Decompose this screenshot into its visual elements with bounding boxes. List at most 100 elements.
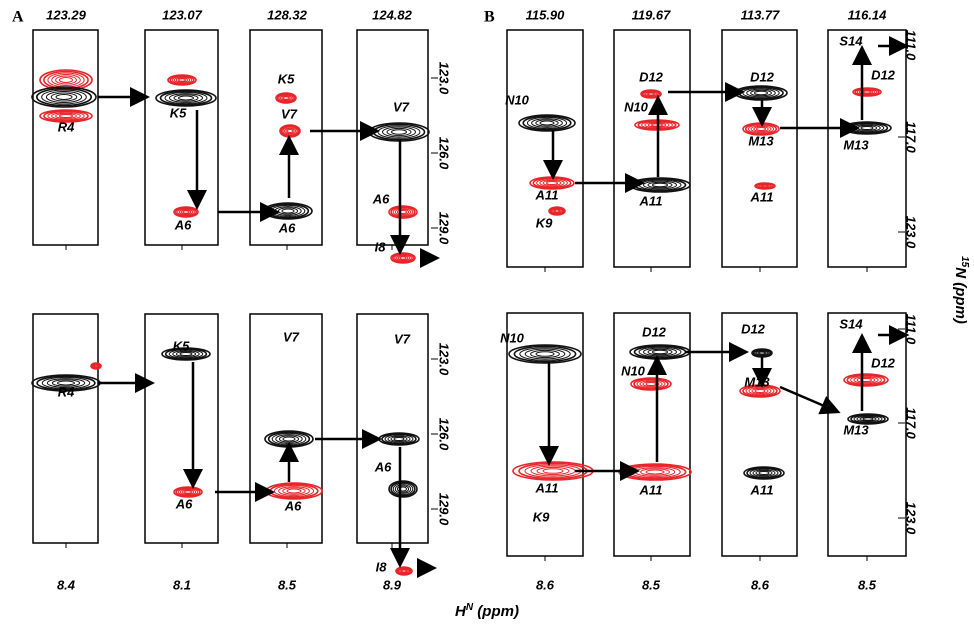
strip (614, 30, 690, 267)
peak-contour (759, 472, 769, 475)
peak-label: D12 (639, 69, 664, 84)
peak-label: S14 (839, 33, 863, 48)
peak-contour (48, 73, 84, 87)
x-tick-label: 8.4 (57, 577, 76, 592)
peak-label: D12 (750, 69, 775, 84)
peak-label: K5 (170, 105, 187, 120)
y-tick-label: 123.0 (437, 62, 452, 95)
peak-label: N10 (624, 99, 649, 114)
peak-label: N10 (621, 363, 646, 378)
peak-contour (520, 348, 570, 361)
peak-contour (763, 185, 768, 187)
panel-label: A (12, 9, 24, 26)
peak-contour (646, 383, 656, 386)
peak-contour (653, 350, 668, 354)
strip (357, 314, 428, 543)
y-axis-title: 15N (ppm) (952, 256, 970, 324)
peak-label: M13 (843, 137, 869, 152)
peak-label: K9 (536, 215, 553, 230)
strip-title: 113.77 (741, 7, 781, 22)
peak-label: V7 (393, 99, 410, 114)
peak-label: N10 (505, 92, 530, 107)
peak-label: I8 (376, 559, 388, 574)
strip-title: 124.82 (372, 7, 413, 22)
peak-label: K5 (173, 338, 190, 353)
x-axis-title: HN (ppm) (455, 602, 519, 620)
peak-label: A6 (278, 220, 296, 235)
peak-contour (525, 465, 581, 478)
peak-label: A11 (535, 187, 559, 202)
peak-contour (185, 491, 192, 494)
x-tick-label: 8.1 (173, 577, 191, 592)
peak-contour (543, 469, 563, 474)
peak-contour (392, 130, 407, 135)
peak-label: I8 (375, 239, 387, 254)
peak-label: A6 (374, 459, 392, 474)
y-tick-label: 126.0 (437, 137, 452, 170)
strip-title: 119.67 (632, 7, 672, 22)
peak-contour (536, 352, 554, 357)
y-tick-label: 111.0 (904, 30, 919, 61)
y-tick-label: 129.0 (437, 212, 452, 245)
peak-label: A11 (750, 189, 774, 204)
peak-label: A11 (639, 193, 663, 208)
y-tick-label: 123.0 (904, 502, 919, 535)
x-tick-label: 8.5 (642, 577, 661, 592)
strip-title: 123.29 (46, 7, 87, 22)
y-tick-label: 117.0 (904, 407, 919, 439)
peak-contour (394, 438, 404, 441)
y-tick-label: 123.0 (904, 216, 919, 249)
peak-contour (284, 97, 289, 100)
strip-title: 123.07 (162, 7, 203, 22)
peak-contour (60, 115, 73, 118)
peak-contour (56, 95, 72, 100)
peak-label: D12 (871, 355, 896, 370)
peak-label: S14 (839, 316, 863, 331)
x-tick-label: 8.5 (278, 577, 297, 592)
peak-contour (649, 93, 654, 95)
peak-contour (179, 96, 194, 100)
y-tick-label: 126.0 (437, 418, 452, 451)
strip (722, 30, 797, 267)
peak-contour (282, 209, 294, 213)
peak-contour (183, 211, 189, 214)
peak-label: A6 (174, 217, 192, 232)
peak-contour (179, 79, 186, 82)
panel-label: B (484, 9, 495, 26)
strip-title: 115.90 (526, 7, 566, 22)
peak-contour (863, 418, 873, 421)
y-tick-label: 129.0 (437, 493, 452, 526)
y-tick-label: 111.0 (904, 314, 919, 345)
peak-label: D12 (871, 67, 896, 82)
strip-title: 128.32 (267, 7, 308, 22)
peak-contour (755, 91, 768, 95)
peak-contour (864, 91, 871, 93)
peak-contour (288, 130, 293, 133)
peak-contour (402, 570, 406, 572)
x-tick-label: 8.9 (383, 577, 402, 592)
peak-label: A11 (750, 482, 774, 497)
peak-contour (861, 127, 873, 130)
peak-contour (287, 489, 301, 493)
figure: A B 15N (ppm) HN (ppm) 123.29 8.4 123.07 8.… (0, 0, 974, 626)
y-tick-label: 123.0 (437, 343, 452, 376)
peak-label: V7 (283, 329, 300, 344)
peak-label: A11 (639, 482, 663, 497)
peak-contour (60, 78, 73, 83)
peak-contour (646, 470, 664, 474)
peak-contour (283, 437, 295, 441)
peak-label: A6 (284, 498, 302, 513)
peak-contour (95, 365, 98, 367)
y-tick-label: 117.0 (904, 121, 919, 153)
peak-contour (42, 90, 87, 104)
peak-label: R4 (58, 119, 75, 134)
peak-label: M13 (744, 374, 770, 389)
strip-title: 116.14 (848, 7, 888, 22)
peak-contour (755, 390, 765, 393)
peak-label: K5 (278, 71, 295, 86)
peak-contour (757, 128, 766, 131)
peak-label: N10 (500, 330, 525, 345)
peak-contour (540, 121, 554, 125)
peak-contour (760, 352, 765, 354)
peak-label: D12 (741, 321, 766, 336)
